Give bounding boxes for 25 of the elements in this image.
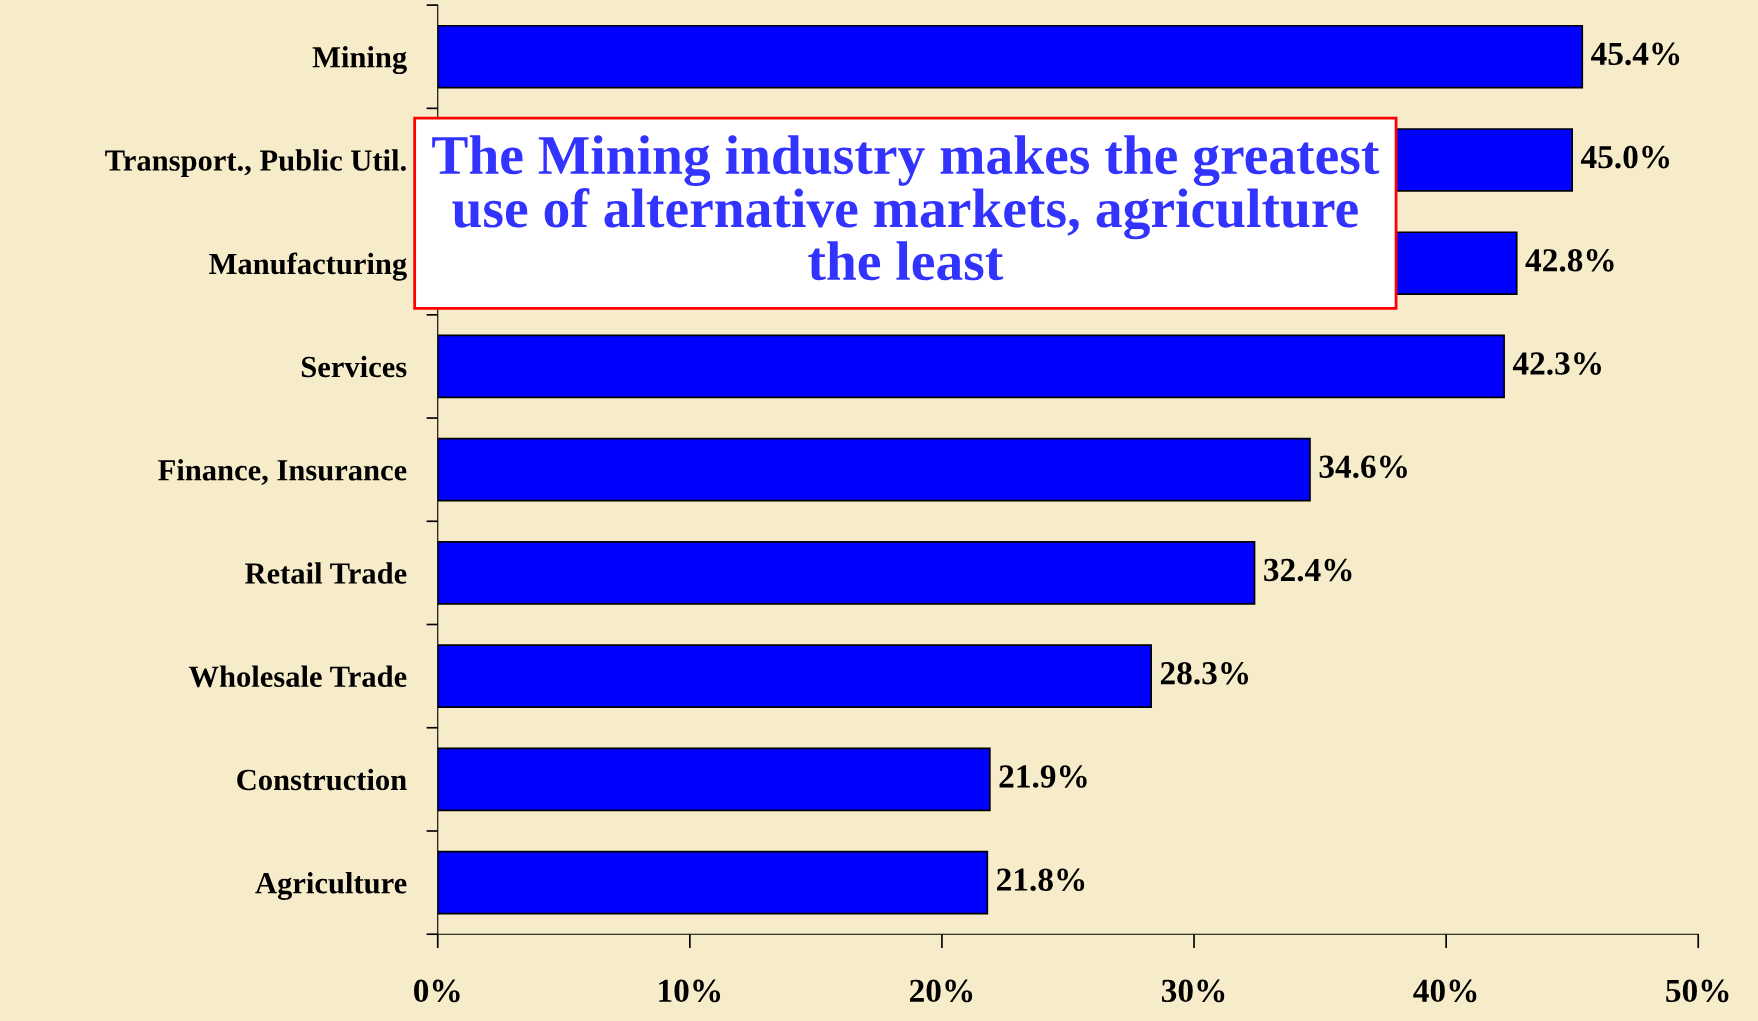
y-tick-label: Transport., Public Util. (105, 149, 406, 178)
data-label: 45.0% (1580, 145, 1670, 169)
x-tick-label: 30% (1161, 979, 1225, 1003)
y-tick-label: Finance, Insurance (158, 459, 407, 485)
y-tick-label: Manufacturing (209, 252, 407, 281)
data-label: 32.4% (1264, 558, 1352, 582)
x-tick-label: 40% (1413, 979, 1477, 1003)
x-tick-label: 10% (659, 979, 721, 1003)
data-label: 21.9% (999, 765, 1087, 788)
x-tick-label: 20% (910, 979, 973, 1003)
data-label: 42.8% (1525, 249, 1614, 272)
data-label: 28.3% (1160, 661, 1249, 685)
x-tick-label: 0% (414, 979, 460, 1003)
x-tick-label: 50% (1666, 979, 1729, 1003)
y-tick-label: Services (301, 355, 407, 378)
y-tick-label: Mining (312, 46, 407, 75)
data-label: 21.8% (997, 868, 1085, 892)
data-label: 42.3% (1512, 352, 1601, 375)
y-tick-label: Wholesale Trade (188, 665, 407, 688)
data-label: 34.6% (1319, 455, 1407, 479)
text: The Mining industry makes the greatest use of alternative markets, agriculture the least (432, 135, 1380, 281)
data-label: 45.4% (1591, 42, 1680, 66)
y-tick-label: Agriculture (255, 872, 407, 900)
y-tick-label: Retail Trade (245, 562, 407, 584)
y-tick-label: Construction (237, 768, 407, 791)
